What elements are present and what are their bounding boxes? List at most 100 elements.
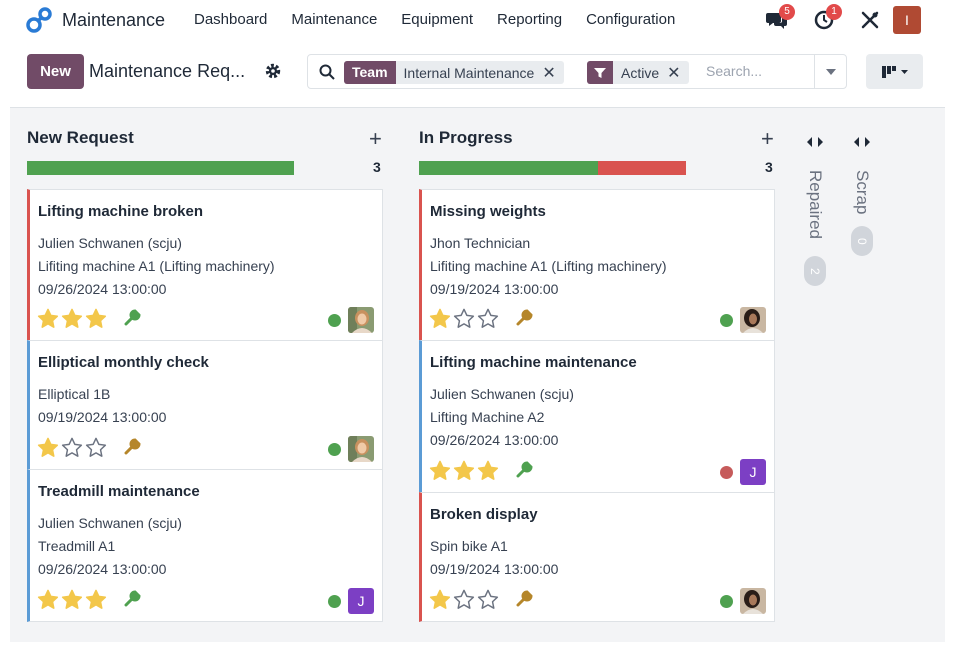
- facet-filter-value: Active: [621, 64, 660, 81]
- facet-filter: Active ✕: [587, 61, 689, 84]
- card-equipment: Treadmill A1: [38, 538, 116, 554]
- progress-segment[interactable]: [27, 161, 294, 175]
- priority-stars[interactable]: [429, 308, 499, 333]
- column-progress-bar[interactable]: [27, 161, 294, 175]
- star-filled-icon[interactable]: [429, 460, 451, 485]
- kanban-status-dot[interactable]: [328, 314, 341, 327]
- progress-segment[interactable]: [419, 161, 598, 175]
- kanban-view-icon: [881, 65, 908, 78]
- search-options-toggle[interactable]: [814, 55, 846, 88]
- star-filled-icon[interactable]: [477, 460, 499, 485]
- wrench-icon: [516, 461, 533, 478]
- menu-dashboard[interactable]: Dashboard: [194, 11, 268, 28]
- search-icon[interactable]: [318, 63, 336, 81]
- star-filled-icon[interactable]: [37, 437, 59, 462]
- remove-facet-team-icon[interactable]: ✕: [542, 64, 556, 82]
- star-empty-icon[interactable]: [477, 308, 499, 333]
- kanban-status-dot[interactable]: [720, 466, 733, 479]
- card-equipment: Lifiting machine A1 (Lifting machinery): [430, 258, 667, 274]
- star-filled-icon[interactable]: [429, 308, 451, 333]
- remove-facet-filter-icon[interactable]: ✕: [667, 64, 681, 82]
- star-empty-icon[interactable]: [61, 437, 83, 462]
- star-filled-icon[interactable]: [453, 460, 475, 485]
- card-date: 09/26/2024 13:00:00: [38, 561, 167, 577]
- star-filled-icon[interactable]: [85, 589, 107, 614]
- main-menu: Dashboard Maintenance Equipment Reportin…: [194, 11, 699, 28]
- kanban-card[interactable]: Lifting machine maintenance Julien Schwa…: [419, 340, 775, 493]
- kanban-card[interactable]: Missing weights Jhon Technician Lifiting…: [419, 189, 775, 341]
- kanban-card[interactable]: Broken display Spin bike A1 09/19/2024 1…: [419, 492, 775, 622]
- star-empty-icon[interactable]: [453, 308, 475, 333]
- card-equipment: Elliptical 1B: [38, 386, 111, 402]
- kanban-card[interactable]: Elliptical monthly check Elliptical 1B 0…: [27, 340, 383, 470]
- star-empty-icon[interactable]: [85, 437, 107, 462]
- kanban-status-dot[interactable]: [328, 443, 341, 456]
- card-date: 09/19/2024 13:00:00: [430, 561, 559, 577]
- menu-maintenance[interactable]: Maintenance: [291, 11, 378, 28]
- search-bar: Team Internal Maintenance ✕ Active ✕: [307, 54, 847, 89]
- wrench-icon: [124, 309, 141, 326]
- star-empty-icon[interactable]: [477, 589, 499, 614]
- star-filled-icon[interactable]: [429, 589, 451, 614]
- kanban-status-dot[interactable]: [720, 595, 733, 608]
- priority-stars[interactable]: [37, 589, 107, 614]
- star-filled-icon[interactable]: [85, 308, 107, 333]
- star-filled-icon[interactable]: [37, 589, 59, 614]
- wrench-icon: [516, 309, 533, 326]
- app-logo-icon[interactable]: [25, 6, 53, 34]
- breadcrumb: Maintenance Req...: [89, 61, 246, 81]
- priority-stars[interactable]: [37, 308, 107, 333]
- menu-reporting[interactable]: Reporting: [497, 11, 563, 28]
- star-empty-icon[interactable]: [453, 589, 475, 614]
- kanban-status-dot[interactable]: [720, 314, 733, 327]
- gear-icon[interactable]: [264, 62, 282, 80]
- tools-button[interactable]: [856, 6, 884, 34]
- column-progress-bar[interactable]: [419, 161, 686, 175]
- app-title[interactable]: Maintenance: [62, 10, 166, 30]
- card-date: 09/26/2024 13:00:00: [38, 281, 167, 297]
- priority-stars[interactable]: [37, 437, 107, 462]
- quick-create-plus-icon[interactable]: +: [369, 126, 382, 151]
- menu-configuration[interactable]: Configuration: [586, 11, 676, 28]
- card-technician: Jhon Technician: [430, 235, 531, 251]
- menu-equipment[interactable]: Equipment: [401, 11, 474, 28]
- unfold-arrows-icon[interactable]: [807, 136, 823, 148]
- kanban-card[interactable]: Lifting machine broken Julien Schwanen (…: [27, 189, 383, 341]
- wrench-icon: [124, 590, 141, 607]
- card-date: 09/26/2024 13:00:00: [430, 432, 559, 448]
- card-title: Lifting machine broken: [38, 203, 204, 220]
- chat-button[interactable]: 5: [763, 4, 795, 34]
- quick-create-plus-icon[interactable]: +: [761, 126, 774, 151]
- star-filled-icon[interactable]: [37, 308, 59, 333]
- user-avatar[interactable]: I: [893, 6, 921, 34]
- card-title: Elliptical monthly check: [38, 354, 209, 371]
- priority-stars[interactable]: [429, 460, 499, 485]
- activity-button[interactable]: 1: [810, 4, 842, 34]
- column-count: 3: [765, 159, 773, 175]
- kanban-status-dot[interactable]: [328, 595, 341, 608]
- folded-column-repaired[interactable]: Repaired 2: [795, 108, 835, 308]
- chat-count-badge: 5: [779, 4, 795, 20]
- progress-segment[interactable]: [597, 161, 686, 175]
- folded-column-scrap[interactable]: Scrap 0: [842, 108, 882, 308]
- search-input[interactable]: [706, 63, 806, 79]
- chat-icon: [766, 13, 787, 29]
- card-date: 09/19/2024 13:00:00: [430, 281, 559, 297]
- kanban-card[interactable]: Treadmill maintenance Julien Schwanen (s…: [27, 469, 383, 622]
- priority-stars[interactable]: [429, 589, 499, 614]
- card-equipment: Lifiting machine A1 (Lifting machinery): [38, 258, 275, 274]
- assignee-avatar: [740, 307, 766, 333]
- unfold-arrows-icon[interactable]: [854, 136, 870, 148]
- card-title: Treadmill maintenance: [38, 483, 200, 500]
- card-title: Broken display: [430, 506, 538, 523]
- column-title: New Request: [27, 128, 134, 147]
- card-equipment: Lifting Machine A2: [430, 409, 545, 425]
- new-button[interactable]: New: [27, 54, 84, 89]
- view-switcher-button[interactable]: [866, 54, 923, 89]
- top-navbar: Maintenance Dashboard Maintenance Equipm…: [0, 0, 955, 40]
- card-technician: Julien Schwanen (scju): [430, 386, 574, 402]
- card-technician: Julien Schwanen (scju): [38, 235, 182, 251]
- star-filled-icon[interactable]: [61, 308, 83, 333]
- star-filled-icon[interactable]: [61, 589, 83, 614]
- activity-count-badge: 1: [826, 4, 842, 20]
